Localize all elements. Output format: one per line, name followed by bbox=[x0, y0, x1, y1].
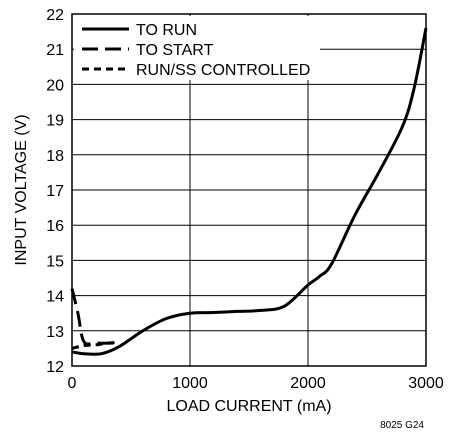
plot-frame bbox=[71, 13, 427, 367]
y-tick-label: 18 bbox=[46, 148, 64, 165]
series-line-0 bbox=[71, 27, 428, 356]
tick-labels: 12 13 14 15 16 17 18 19 20 21 22 0 1000 2000 3000 bbox=[46, 7, 444, 392]
x-tick-label: 1000 bbox=[172, 375, 208, 392]
y-tick-label: 13 bbox=[46, 324, 64, 341]
x-tick-label: 3000 bbox=[408, 375, 444, 392]
legend-label: TO RUN bbox=[136, 22, 197, 39]
y-tick-label: 16 bbox=[46, 218, 64, 235]
y-tick-label: 12 bbox=[46, 359, 64, 376]
y-tick-label: 15 bbox=[46, 253, 64, 270]
y-tick-label: 14 bbox=[46, 289, 64, 306]
series-line-2 bbox=[71, 340, 120, 350]
y-tick-label: 21 bbox=[46, 42, 64, 59]
y-tick-label: 20 bbox=[46, 77, 64, 94]
y-tick-label: 17 bbox=[46, 183, 64, 200]
y-tick-label: 19 bbox=[46, 113, 64, 130]
figure-code: 8025 G24 bbox=[380, 420, 424, 431]
x-axis-label: LOAD CURRENT (mA) bbox=[166, 398, 331, 415]
y-axis-label: INPUT VOLTAGE (V) bbox=[13, 114, 30, 265]
series-line-1 bbox=[70, 288, 114, 346]
y-tick-label: 22 bbox=[46, 7, 64, 24]
x-tick-label: 2000 bbox=[290, 375, 326, 392]
legend-label: RUN/SS CONTROLLED bbox=[136, 62, 310, 79]
legend: TO RUN TO START RUN/SS CONTROLLED bbox=[74, 16, 320, 80]
legend-label: TO START bbox=[136, 42, 214, 59]
x-tick-label: 0 bbox=[68, 375, 77, 392]
series-lines bbox=[70, 27, 428, 356]
